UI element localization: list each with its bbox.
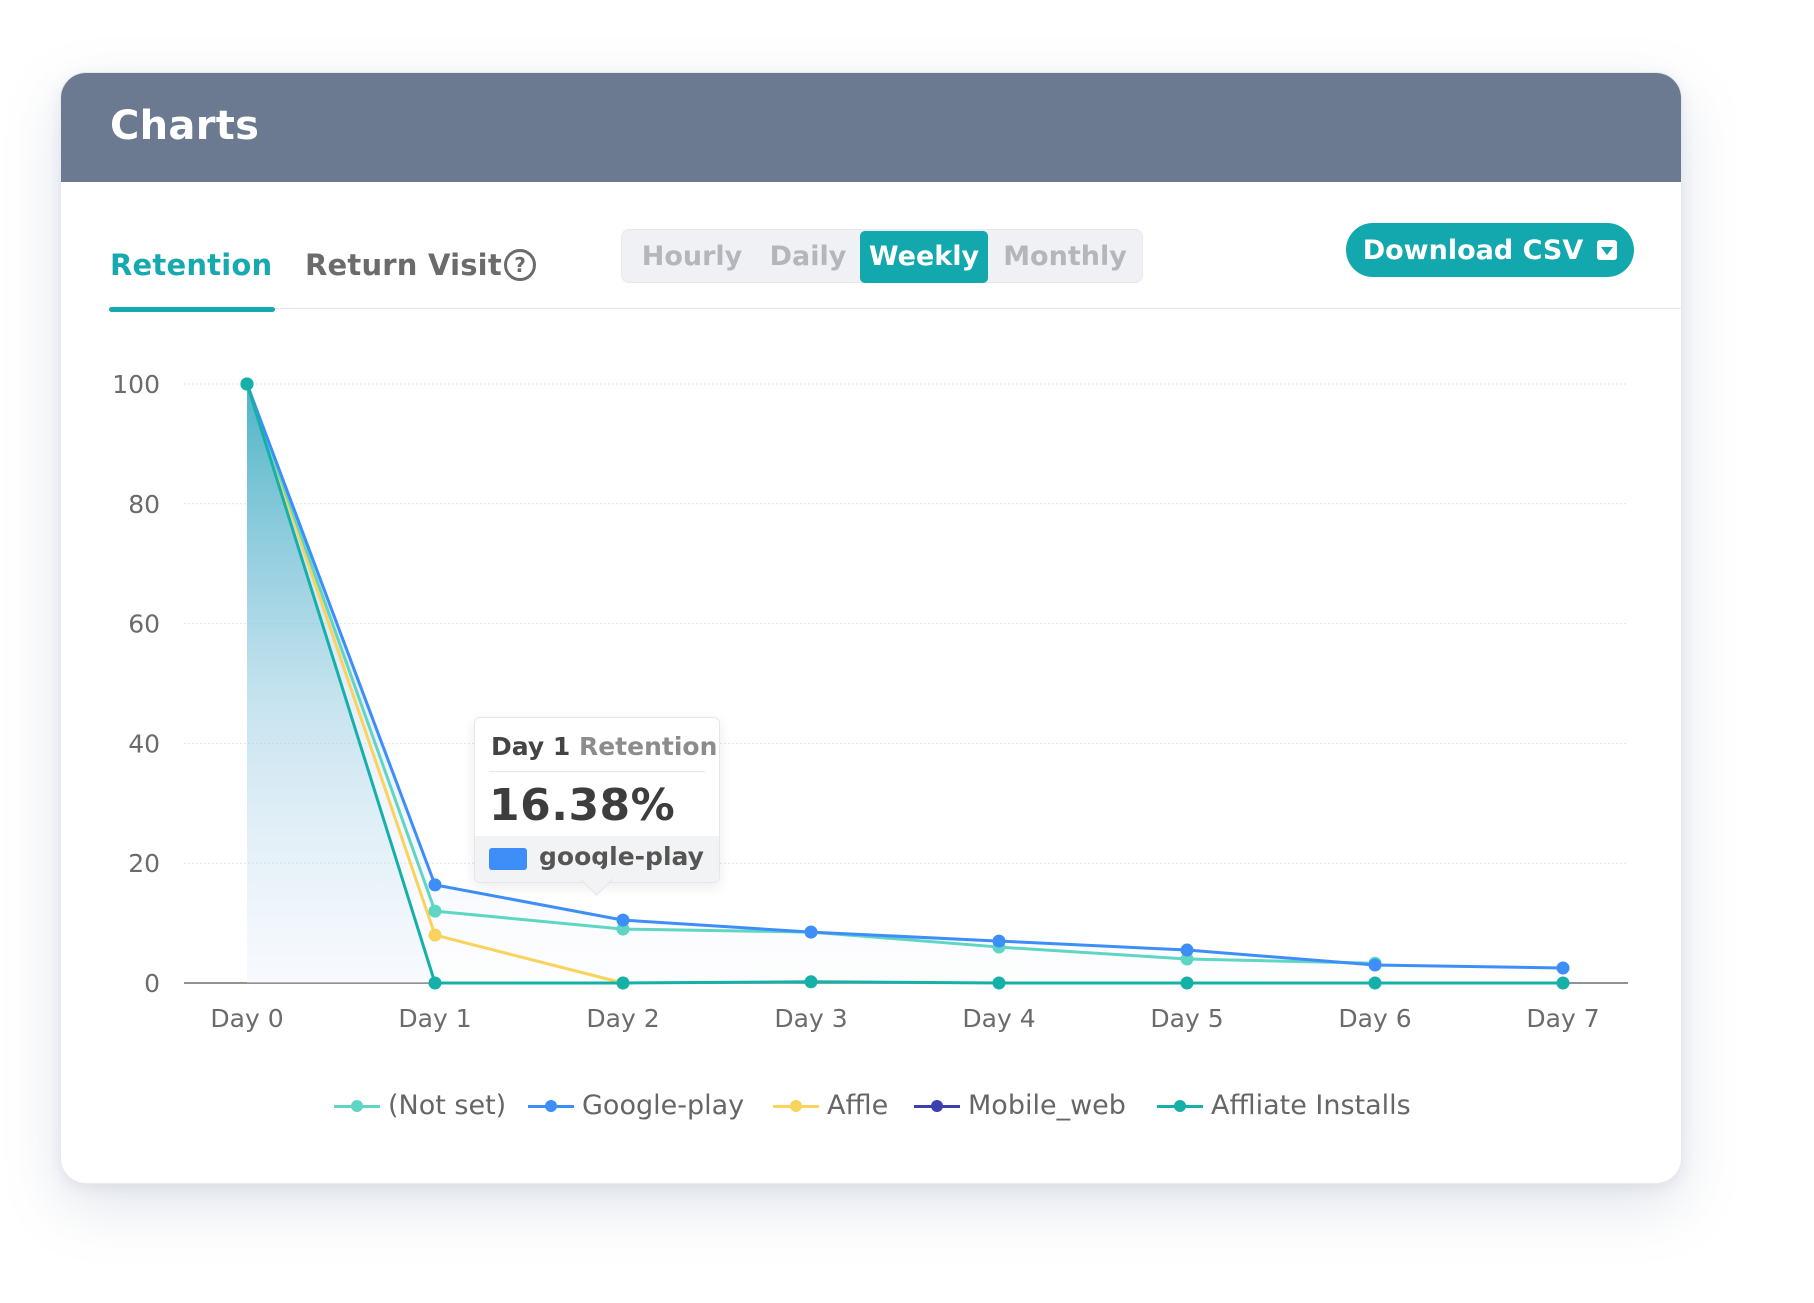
legend-label: Mobile_web [968,1090,1126,1121]
affliate-installs-point [804,975,818,989]
legend-label: Affle [827,1090,889,1121]
affliate-installs-point [428,976,442,990]
affliate-installs-point [616,976,630,990]
google-play-point [1180,943,1194,957]
legend-marker-dot [931,1099,943,1112]
x-tick-label: Day 0 [210,1004,283,1033]
legend-item-not-set[interactable]: (Not set) [334,1090,506,1121]
legend-item-affle[interactable]: Affle [773,1090,888,1121]
x-tick-label: Day 3 [774,1004,847,1033]
google-play-point [992,934,1006,948]
download-csv-label: Download CSV [1362,234,1584,266]
affliate-installs-point [1368,976,1382,990]
tooltip-header: Day 1 Retention [491,732,717,761]
legend-label: Affliate Installs [1211,1090,1411,1121]
legend-marker [334,1096,380,1116]
google-play-point [616,913,630,927]
y-axis-ticks: 0 20 40 60 80 100 [112,370,160,998]
legend-marker [528,1096,574,1116]
x-tick-label: Day 5 [1150,1004,1223,1033]
y-tick-label: 0 [144,969,160,998]
x-tick-label: Day 2 [586,1004,659,1033]
y-tick-label: 60 [128,610,160,639]
google-play-point [1556,961,1570,975]
tabs-divider [109,308,1681,309]
dropdown-arrow-icon [1597,240,1618,260]
tooltip-series-swatch [489,848,527,870]
tooltip-footer: google-play [475,836,719,882]
affle-point [428,928,442,942]
affliate-installs-area [247,384,1563,983]
legend-marker-dot [790,1099,802,1112]
tab-return-visit[interactable]: Return Visit [305,248,502,282]
legend-item-affliate-installs[interactable]: Affliate Installs [1157,1090,1411,1121]
tooltip-value: 16.38% [489,780,676,831]
granularity-weekly[interactable]: Weekly [860,231,988,283]
card-title: Charts [110,103,260,149]
legend-label: (Not set) [388,1090,507,1121]
affliate-installs-point [992,976,1006,990]
download-csv-button[interactable]: Download CSV [1346,223,1634,277]
google-play-area [247,384,1563,983]
granularity-hourly[interactable]: Hourly [641,241,743,272]
not-set-point [616,922,630,936]
not-set-point [1180,952,1194,966]
y-tick-label: 100 [112,370,160,399]
google-play-point [428,878,442,892]
tooltip-divider [489,771,705,772]
granularity-monthly[interactable]: Monthly [1003,241,1127,272]
tooltip-day: Day 1 [491,732,571,761]
hover-tooltip: Day 1 Retention 16.38% google-play [474,717,720,883]
affliate-installs-line [245,383,1563,985]
affliate-installs-point [1556,976,1570,990]
x-tick-label: Day 7 [1526,1004,1599,1033]
granularity-selector: Hourly Daily Weekly Monthly [621,229,1143,283]
help-icon[interactable]: ? [504,249,536,281]
active-tab-indicator [109,307,275,312]
series-points [240,377,1570,990]
legend-marker [1157,1096,1203,1116]
legend-marker-dot [351,1099,363,1112]
granularity-daily[interactable]: Daily [769,241,847,272]
google-play-point [804,925,818,939]
affliate-installs-point [240,377,254,391]
legend-item-mobile-web[interactable]: Mobile_web [914,1090,1126,1121]
legend-marker-dot [1174,1099,1186,1112]
x-tick-label: Day 6 [1338,1004,1411,1033]
x-tick-label: Day 4 [962,1004,1035,1033]
series-area-fills [247,384,1563,983]
legend-item-google-play[interactable]: Google-play [528,1090,744,1121]
y-tick-label: 40 [128,729,160,758]
y-tick-label: 80 [128,490,160,519]
not-set-point [428,904,442,918]
tab-retention[interactable]: Retention [110,248,273,282]
legend-marker [914,1096,960,1116]
legend-label: Google-play [582,1090,745,1121]
x-axis-ticks: Day 0 Day 1 Day 2 Day 3 Day 4 Day 5 Day 6 Day 7 [210,1004,1599,1033]
legend-marker-dot [545,1099,557,1112]
legend-marker [773,1096,819,1116]
card-header: Charts [61,73,1681,182]
x-tick-label: Day 1 [398,1004,471,1033]
google-play-point [1368,958,1382,972]
tooltip-series-name: google-play [539,842,704,871]
tooltip-metric: Retention [578,732,718,761]
y-tick-label: 20 [128,849,160,878]
affliate-installs-point [1180,976,1194,990]
google-play-line [245,383,1564,970]
